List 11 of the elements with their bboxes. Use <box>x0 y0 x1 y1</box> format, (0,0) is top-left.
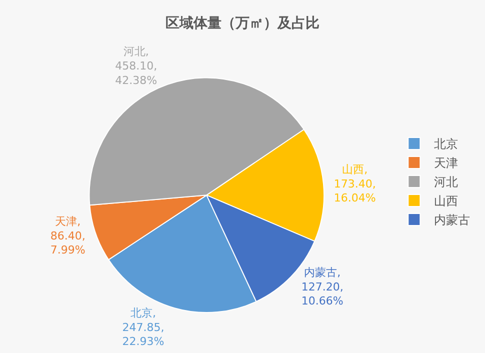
legend-label: 内蒙古 <box>434 213 470 228</box>
legend-label: 北京 <box>434 137 458 152</box>
data-label: 山西, 173.40, 16.04% <box>334 163 376 205</box>
legend-label: 山西 <box>434 194 458 208</box>
chart-title: 区域体量（万㎡）及占比 <box>166 15 320 32</box>
data-label: 天津, 86.40, 7.99% <box>50 215 86 257</box>
legend-label: 天津 <box>434 156 458 170</box>
legend-label: 河北 <box>434 175 458 190</box>
data-label: 内蒙古, 127.20, 10.66% <box>301 266 344 308</box>
data-label: 北京, 247.85, 22.93% <box>122 306 164 348</box>
data-label: 河北, 458.10, 42.38% <box>115 45 158 87</box>
